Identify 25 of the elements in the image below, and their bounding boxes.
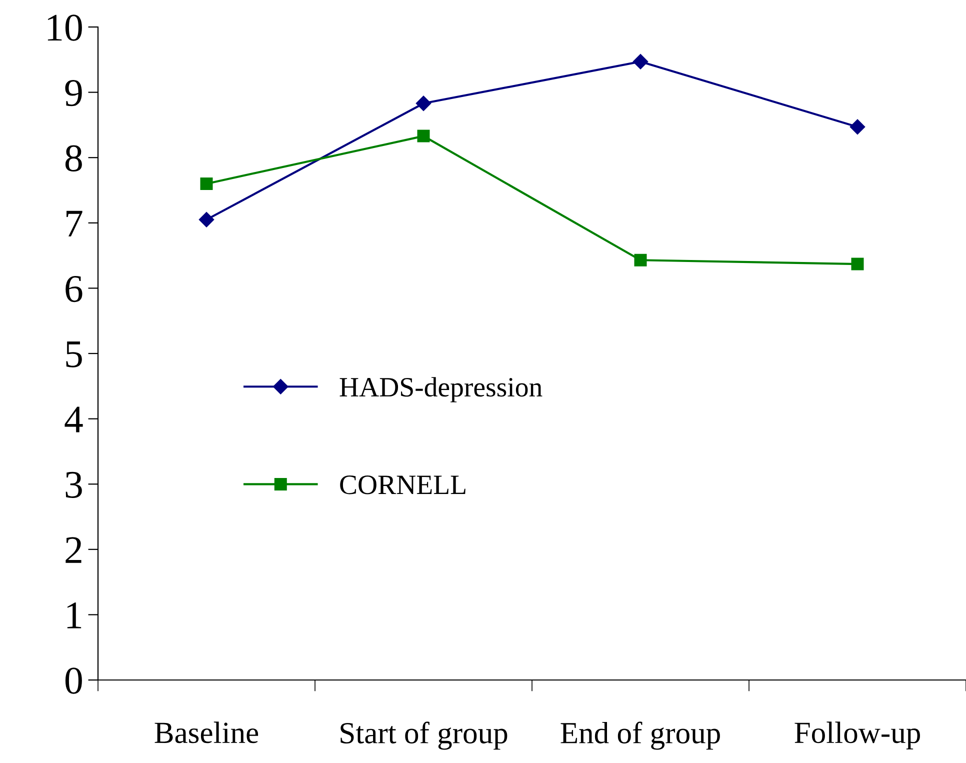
x-tick-label: End of group [560, 722, 720, 750]
legend-label: CORNELL [340, 476, 466, 494]
y-tick-label: 0 [65, 668, 82, 694]
y-tick-label: 9 [65, 80, 82, 106]
point [198, 212, 214, 228]
point [851, 258, 864, 270]
point [632, 54, 648, 70]
y-tick-label: 8 [65, 145, 82, 172]
x-tick-label: Baseline [154, 722, 258, 744]
point [417, 130, 430, 142]
x-tick-label: Follow-up [794, 722, 920, 750]
point [416, 96, 432, 111]
y-tick-label: 7 [66, 210, 82, 236]
point [850, 119, 866, 134]
x-tick-label: Start of group [340, 722, 508, 750]
point [634, 254, 647, 266]
y-tick-label: 5 [66, 342, 82, 368]
point [200, 177, 213, 190]
y-tick-label: 10 [48, 14, 82, 41]
legend-label: HADS-depression [340, 377, 542, 402]
y-tick-label: 3 [66, 472, 82, 498]
y-tick-label: 6 [66, 276, 82, 302]
y-tick-label: 1 [67, 602, 82, 628]
y-tick-label: 4 [64, 406, 83, 432]
y-tick-label: 2 [66, 537, 82, 563]
